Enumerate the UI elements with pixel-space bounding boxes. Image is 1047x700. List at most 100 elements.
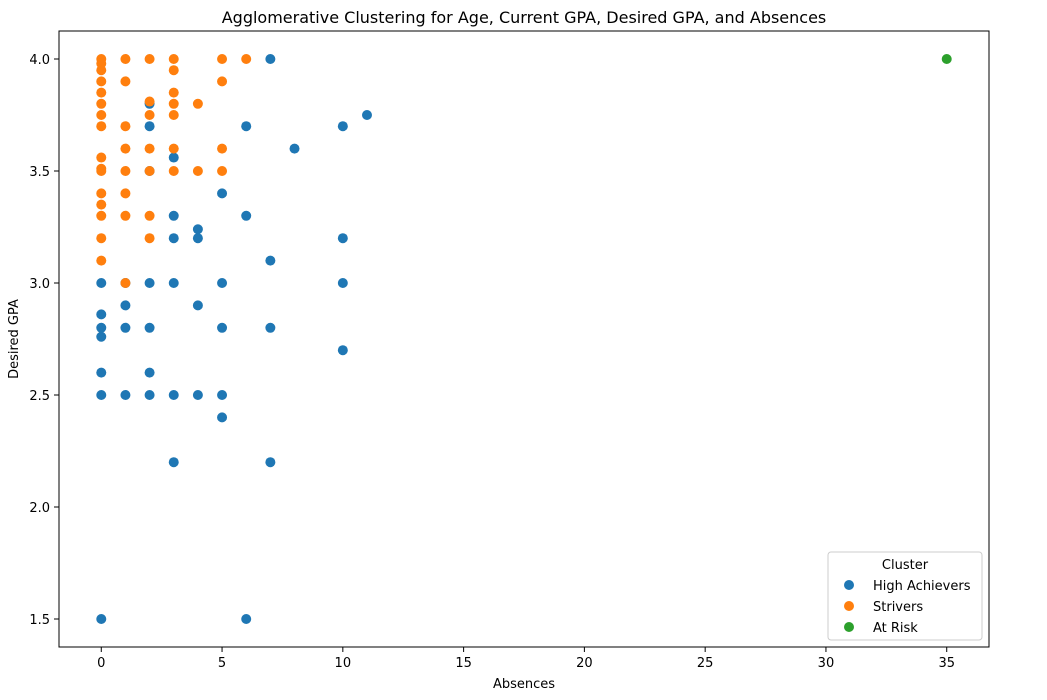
point-strivers: [96, 166, 107, 176]
point-high-achievers: [168, 390, 179, 400]
point-high-achievers: [192, 300, 203, 311]
point-strivers: [217, 143, 228, 154]
legend-frame: [827, 551, 983, 641]
point-high-achievers: [144, 367, 155, 378]
point-strivers: [217, 54, 228, 64]
point-strivers: [144, 166, 155, 176]
point-high-achievers: [337, 278, 348, 288]
legend-marker-strivers: [844, 601, 854, 611]
legend-marker-high-achievers: [844, 580, 854, 590]
point-strivers: [96, 121, 107, 132]
x-tick-label: 20: [576, 656, 593, 671]
legend-label-at-risk: At Risk: [873, 621, 918, 636]
point-high-achievers: [120, 300, 131, 311]
point-strivers: [168, 65, 179, 76]
point-high-achievers: [241, 614, 252, 624]
plot-area: [58, 30, 990, 648]
point-high-achievers: [217, 188, 228, 199]
point-strivers: [120, 54, 131, 64]
x-tick-label: 35: [938, 656, 955, 671]
point-strivers: [217, 166, 228, 176]
point-high-achievers: [96, 278, 107, 288]
point-strivers: [168, 143, 179, 154]
point-high-achievers: [217, 322, 228, 333]
point-high-achievers: [168, 210, 179, 221]
point-strivers: [120, 121, 131, 132]
point-strivers: [96, 233, 107, 244]
point-strivers: [96, 65, 107, 76]
point-strivers: [144, 110, 155, 120]
point-strivers: [96, 210, 107, 221]
x-tick-label: 10: [335, 656, 352, 671]
point-at-risk: [941, 54, 952, 64]
point-strivers: [144, 96, 155, 107]
point-high-achievers: [337, 121, 348, 132]
point-high-achievers: [96, 367, 107, 378]
point-strivers: [144, 233, 155, 244]
point-high-achievers: [217, 278, 228, 288]
legend-title: Cluster: [882, 558, 929, 573]
point-strivers: [168, 87, 179, 98]
point-strivers: [96, 76, 107, 87]
x-tick-label: 0: [97, 656, 105, 671]
point-high-achievers: [337, 345, 348, 356]
point-strivers: [168, 110, 179, 120]
chart-title: Agglomerative Clustering for Age, Curren…: [222, 8, 827, 27]
y-tick-label: 4.0: [29, 53, 50, 68]
point-strivers: [241, 54, 252, 64]
point-high-achievers: [241, 121, 252, 132]
point-strivers: [96, 110, 107, 120]
point-high-achievers: [337, 233, 348, 244]
x-tick-label: 30: [818, 656, 835, 671]
x-axis: 0 5 10 15 20 25 30 35: [97, 647, 955, 671]
point-high-achievers: [289, 143, 300, 154]
point-high-achievers: [168, 457, 179, 468]
point-high-achievers: [265, 457, 276, 468]
point-high-achievers: [96, 309, 107, 320]
point-high-achievers: [120, 390, 131, 400]
x-tick-label: 5: [218, 656, 226, 671]
point-high-achievers: [96, 322, 107, 333]
point-strivers: [192, 166, 203, 176]
point-high-achievers: [96, 614, 107, 624]
point-high-achievers: [265, 54, 276, 64]
point-high-achievers: [120, 322, 131, 333]
point-high-achievers: [192, 390, 203, 400]
point-high-achievers: [144, 278, 155, 288]
point-strivers: [120, 210, 131, 221]
point-strivers: [120, 188, 131, 199]
x-tick-label: 15: [455, 656, 472, 671]
point-high-achievers: [96, 390, 107, 400]
point-high-achievers: [144, 121, 155, 132]
y-tick-label: 3.0: [29, 277, 50, 292]
point-high-achievers: [265, 322, 276, 333]
y-axis-label: Desired GPA: [7, 299, 22, 379]
y-tick-label: 2.0: [29, 501, 50, 516]
y-tick-label: 1.5: [29, 613, 50, 628]
y-tick-label: 2.5: [29, 389, 50, 404]
point-strivers: [168, 98, 179, 109]
point-strivers: [192, 98, 203, 109]
point-strivers: [120, 143, 131, 154]
point-strivers: [144, 54, 155, 64]
legend-label-strivers: Strivers: [873, 600, 923, 615]
y-axis: 1.5 2.0 2.5 3.0 3.5 4.0: [29, 53, 59, 628]
point-strivers: [96, 188, 107, 199]
point-strivers: [96, 87, 107, 98]
point-strivers: [120, 166, 131, 176]
point-strivers: [96, 255, 107, 266]
y-tick-label: 3.5: [29, 165, 50, 180]
point-strivers: [120, 76, 131, 87]
point-strivers: [168, 54, 179, 64]
point-high-achievers: [144, 322, 155, 333]
x-axis-label: Absences: [493, 677, 555, 692]
x-tick-label: 25: [697, 656, 714, 671]
legend-marker-at-risk: [844, 622, 854, 632]
point-high-achievers: [168, 278, 179, 288]
point-high-achievers: [361, 110, 372, 120]
point-strivers: [217, 76, 228, 87]
point-high-achievers: [217, 412, 228, 423]
point-high-achievers: [168, 152, 179, 163]
point-strivers: [120, 278, 131, 288]
